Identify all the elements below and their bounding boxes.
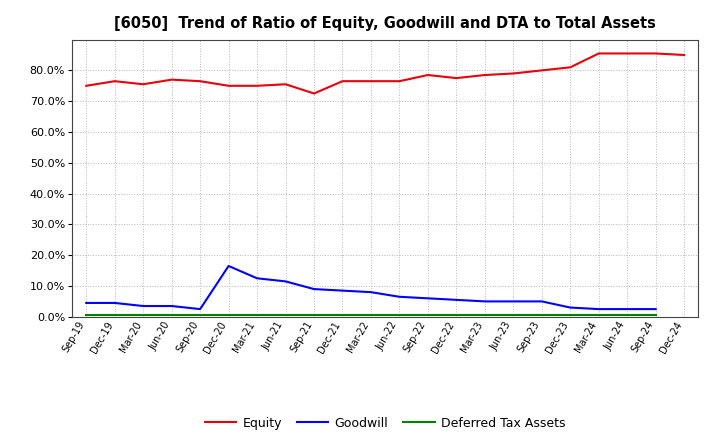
Goodwill bbox=[480, 299, 489, 304]
Goodwill bbox=[196, 306, 204, 312]
Equity bbox=[566, 65, 575, 70]
Equity bbox=[595, 51, 603, 56]
Deferred Tax Assets bbox=[225, 312, 233, 318]
Goodwill bbox=[623, 306, 631, 312]
Equity bbox=[82, 83, 91, 88]
Deferred Tax Assets bbox=[566, 312, 575, 318]
Deferred Tax Assets bbox=[110, 312, 119, 318]
Deferred Tax Assets bbox=[652, 312, 660, 318]
Goodwill bbox=[509, 299, 518, 304]
Goodwill bbox=[595, 306, 603, 312]
Goodwill bbox=[395, 294, 404, 299]
Goodwill bbox=[310, 286, 318, 292]
Deferred Tax Assets bbox=[537, 312, 546, 318]
Equity bbox=[196, 78, 204, 84]
Deferred Tax Assets bbox=[282, 312, 290, 318]
Equity bbox=[423, 72, 432, 77]
Deferred Tax Assets bbox=[82, 312, 91, 318]
Goodwill bbox=[452, 297, 461, 303]
Deferred Tax Assets bbox=[452, 312, 461, 318]
Deferred Tax Assets bbox=[480, 312, 489, 318]
Deferred Tax Assets bbox=[167, 312, 176, 318]
Deferred Tax Assets bbox=[196, 312, 204, 318]
Equity bbox=[310, 91, 318, 96]
Equity bbox=[366, 78, 375, 84]
Deferred Tax Assets bbox=[338, 312, 347, 318]
Goodwill bbox=[652, 306, 660, 312]
Equity bbox=[537, 68, 546, 73]
Title: [6050]  Trend of Ratio of Equity, Goodwill and DTA to Total Assets: [6050] Trend of Ratio of Equity, Goodwil… bbox=[114, 16, 656, 32]
Goodwill bbox=[338, 288, 347, 293]
Line: Goodwill: Goodwill bbox=[86, 266, 656, 309]
Equity bbox=[225, 83, 233, 88]
Deferred Tax Assets bbox=[623, 312, 631, 318]
Equity bbox=[480, 72, 489, 77]
Legend: Equity, Goodwill, Deferred Tax Assets: Equity, Goodwill, Deferred Tax Assets bbox=[200, 412, 570, 435]
Deferred Tax Assets bbox=[423, 312, 432, 318]
Goodwill bbox=[282, 279, 290, 284]
Deferred Tax Assets bbox=[253, 312, 261, 318]
Equity bbox=[167, 77, 176, 82]
Deferred Tax Assets bbox=[595, 312, 603, 318]
Goodwill bbox=[253, 275, 261, 281]
Goodwill bbox=[423, 296, 432, 301]
Deferred Tax Assets bbox=[139, 312, 148, 318]
Line: Equity: Equity bbox=[86, 53, 684, 93]
Equity bbox=[509, 71, 518, 76]
Equity bbox=[338, 78, 347, 84]
Equity bbox=[139, 81, 148, 87]
Equity bbox=[395, 78, 404, 84]
Equity bbox=[110, 78, 119, 84]
Goodwill bbox=[139, 304, 148, 309]
Deferred Tax Assets bbox=[366, 312, 375, 318]
Deferred Tax Assets bbox=[509, 312, 518, 318]
Equity bbox=[452, 75, 461, 81]
Deferred Tax Assets bbox=[310, 312, 318, 318]
Equity bbox=[680, 52, 688, 58]
Equity bbox=[282, 81, 290, 87]
Equity bbox=[623, 51, 631, 56]
Goodwill bbox=[366, 290, 375, 295]
Equity bbox=[253, 83, 261, 88]
Goodwill bbox=[82, 300, 91, 305]
Goodwill bbox=[225, 263, 233, 268]
Goodwill bbox=[566, 305, 575, 310]
Equity bbox=[652, 51, 660, 56]
Goodwill bbox=[110, 300, 119, 305]
Goodwill bbox=[167, 304, 176, 309]
Deferred Tax Assets bbox=[395, 312, 404, 318]
Goodwill bbox=[537, 299, 546, 304]
